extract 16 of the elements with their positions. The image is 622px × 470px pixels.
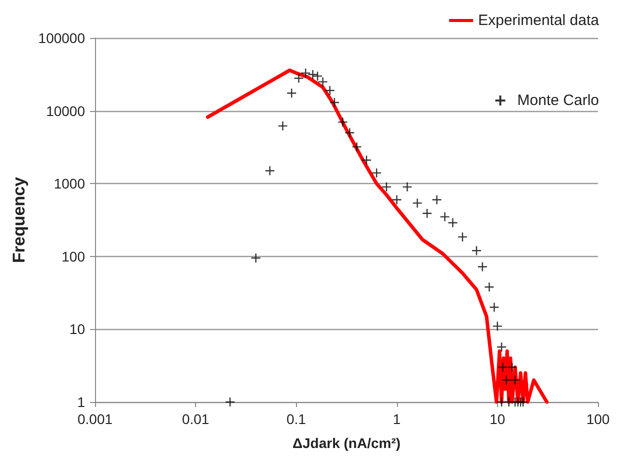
y-axis-title: Frequency (9, 176, 28, 263)
x-tick-label: 10 (490, 411, 506, 427)
y-tick-label: 10000 (46, 102, 86, 119)
x-tick-label: 0.01 (182, 411, 210, 427)
x-tick-label: 0.001 (77, 411, 113, 427)
y-tick-label: 1000 (54, 176, 86, 192)
y-tick-label: 10 (69, 321, 86, 338)
legend-label: Monte Carlo (517, 92, 599, 109)
legend-label: Experimental data (478, 12, 600, 29)
x-tick-label: 1 (392, 411, 401, 427)
x-axis-title: ΔJdark (nA/cm²) (292, 435, 401, 451)
y-tick-label: 100000 (38, 30, 86, 46)
y-tick-label: 1 (77, 394, 86, 410)
x-tick-label: 0.1 (286, 411, 306, 427)
x-tick-label: 100 (586, 411, 610, 427)
y-tick-label: 100 (62, 248, 86, 264)
